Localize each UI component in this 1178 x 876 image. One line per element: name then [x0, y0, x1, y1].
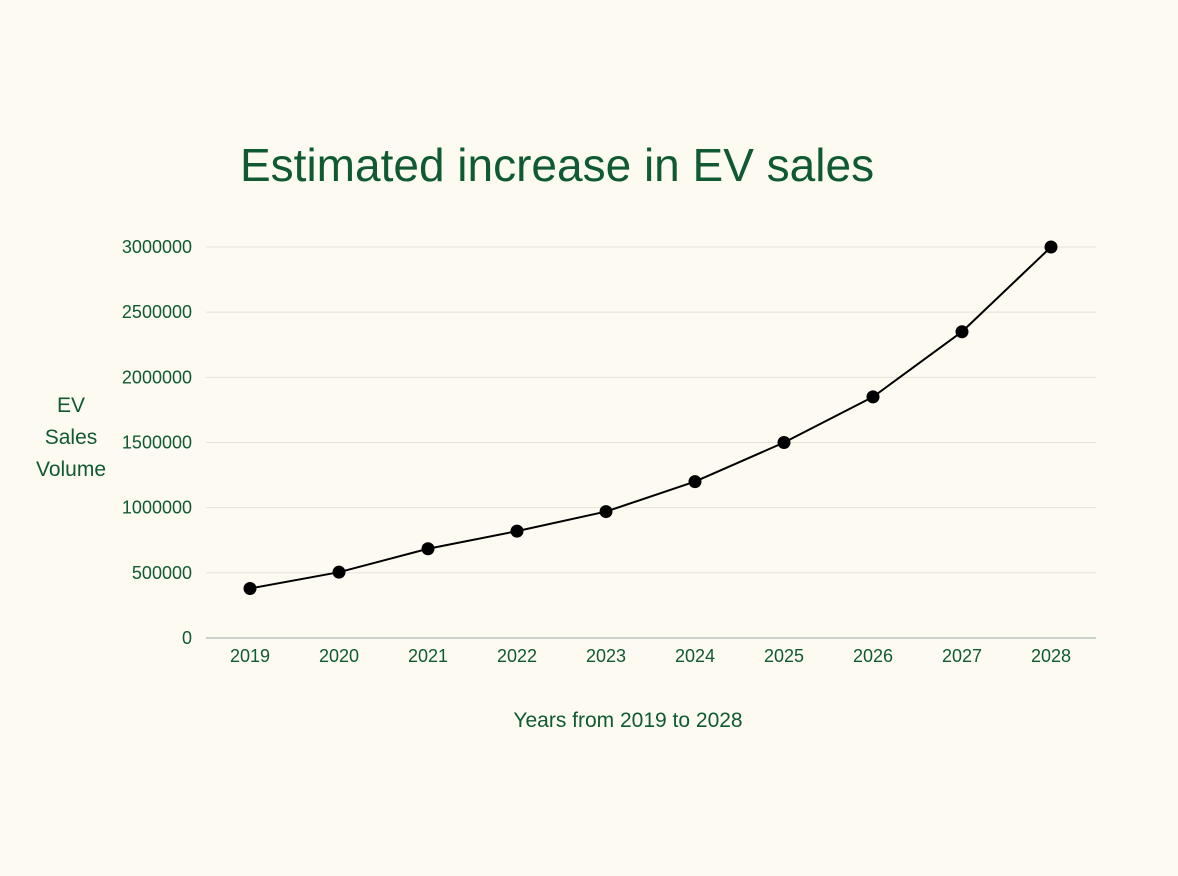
y-axis-title-line-1: EV	[56, 394, 85, 417]
data-point	[777, 436, 791, 449]
data-point	[866, 390, 880, 404]
y-tick-label: 3000000	[122, 237, 192, 257]
x-tick-label: 2028	[1031, 646, 1071, 666]
data-point	[955, 325, 969, 339]
y-axis-title-line-2: Sales	[44, 426, 98, 449]
chart-title: Estimated increase in EV sales	[240, 139, 875, 191]
tick-labels: 0 500000 1000000 1500000 2000000 2500000 30000…	[122, 237, 1071, 666]
x-axis-title: Years from 2019 to 2028	[513, 709, 743, 732]
x-tick-label: 2024	[675, 646, 715, 666]
y-axis-title-line-3: Volume	[35, 458, 107, 481]
x-tick-label: 2025	[764, 646, 804, 666]
data-point	[1044, 240, 1058, 254]
data-point	[243, 581, 257, 595]
y-axis-title: EV Sales Volume	[22, 390, 120, 486]
y-tick-label: 0	[182, 628, 192, 648]
series	[243, 240, 1058, 595]
y-tick-label: 2500000	[122, 302, 192, 322]
data-point	[510, 524, 524, 538]
data-point	[599, 505, 613, 519]
x-tick-label: 2021	[408, 646, 448, 666]
gridlines	[206, 246, 1096, 574]
y-tick-label: 500000	[132, 563, 192, 583]
y-tick-label: 2000000	[122, 367, 192, 387]
y-tick-label: 1500000	[122, 433, 192, 453]
series-line	[249, 246, 1052, 590]
x-tick-label: 2020	[319, 646, 359, 666]
y-tick-label: 1000000	[122, 498, 192, 518]
x-tick-label: 2027	[942, 646, 982, 666]
x-tick-label: 2023	[586, 646, 626, 666]
x-tick-label: 2019	[230, 646, 270, 666]
data-point	[332, 565, 346, 579]
data-point	[688, 475, 702, 489]
x-tick-label: 2022	[497, 646, 537, 666]
data-point	[421, 542, 435, 556]
x-tick-label: 2026	[853, 646, 893, 666]
